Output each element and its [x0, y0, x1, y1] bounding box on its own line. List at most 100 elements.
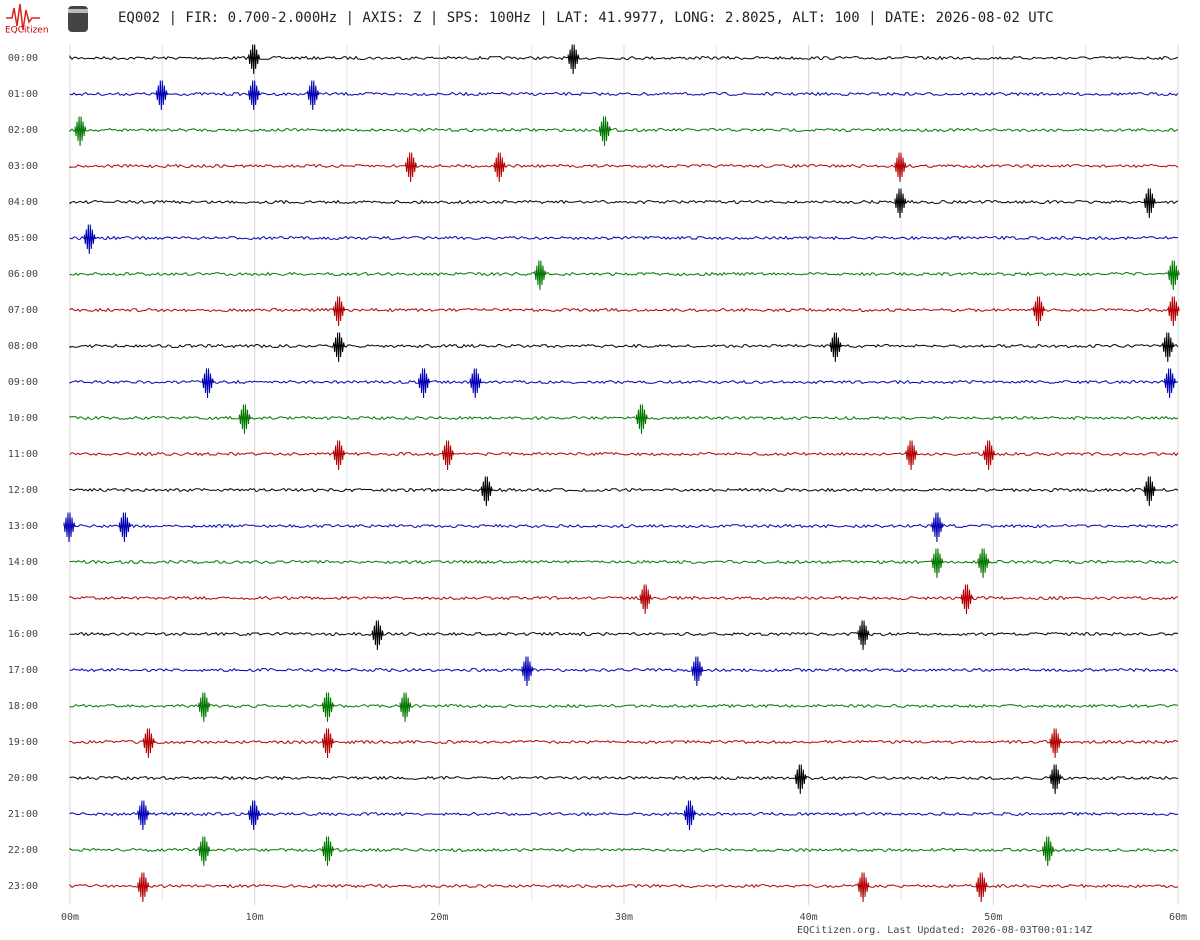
- event-spike: [322, 836, 335, 867]
- event-spike: [118, 512, 131, 543]
- sensor-icon-band: [68, 9, 88, 13]
- row-label: 01:00: [8, 89, 38, 100]
- row-label: 23:00: [8, 881, 38, 892]
- event-spike: [83, 224, 96, 255]
- event-spike: [333, 296, 346, 327]
- trace: [69, 415, 1179, 421]
- logo-wave: [6, 3, 40, 31]
- row-label: 15:00: [8, 593, 38, 604]
- event-spike: [639, 584, 652, 615]
- logo-text: EQCitizen: [5, 26, 49, 36]
- trace: [69, 775, 1179, 781]
- event-spike: [442, 440, 455, 471]
- event-spike: [248, 44, 261, 75]
- trace: [69, 271, 1179, 277]
- event-spike: [405, 152, 418, 183]
- event-spike: [1164, 368, 1177, 399]
- event-spike: [983, 440, 996, 471]
- row-label: 13:00: [8, 521, 38, 532]
- event-spike: [155, 80, 168, 111]
- row-label: 11:00: [8, 449, 38, 460]
- event-spike: [977, 548, 990, 579]
- event-spike: [1143, 476, 1156, 507]
- trace: [69, 847, 1179, 853]
- event-spike: [63, 512, 76, 543]
- event-spike: [683, 800, 696, 831]
- event-spike: [1167, 296, 1180, 327]
- row-label: 22:00: [8, 845, 38, 856]
- event-spike: [931, 512, 944, 543]
- row-label: 17:00: [8, 665, 38, 676]
- event-spike: [1162, 332, 1175, 363]
- x-tick-label: 50m: [984, 912, 1002, 923]
- row-label: 06:00: [8, 269, 38, 280]
- trace: [69, 307, 1179, 313]
- row-label: 00:00: [8, 53, 38, 64]
- event-spike: [905, 440, 918, 471]
- event-spike: [238, 404, 251, 435]
- row-label: 09:00: [8, 377, 38, 388]
- event-spike: [418, 368, 431, 399]
- row-label: 07:00: [8, 305, 38, 316]
- event-spike: [333, 440, 346, 471]
- event-spike: [894, 152, 907, 183]
- event-spike: [960, 584, 973, 615]
- trace: [69, 739, 1179, 745]
- event-spike: [322, 728, 335, 759]
- row-label: 04:00: [8, 197, 38, 208]
- trace: [69, 163, 1179, 169]
- trace: [69, 235, 1179, 241]
- row-label: 02:00: [8, 125, 38, 136]
- header-title: EQ002 | FIR: 0.700-2.000Hz | AXIS: Z | S…: [118, 10, 1054, 26]
- trace: [69, 523, 1179, 529]
- x-tick-label: 30m: [615, 912, 633, 923]
- event-spike: [198, 692, 211, 723]
- event-spike: [322, 692, 335, 723]
- row-label: 05:00: [8, 233, 38, 244]
- row-label: 03:00: [8, 161, 38, 172]
- event-spike: [534, 260, 547, 291]
- trace: [69, 343, 1179, 349]
- event-spike: [198, 836, 211, 867]
- row-label: 19:00: [8, 737, 38, 748]
- event-spike: [599, 116, 612, 147]
- x-tick-label: 40m: [800, 912, 818, 923]
- event-spike: [371, 620, 384, 651]
- event-spike: [307, 80, 320, 111]
- row-label: 12:00: [8, 485, 38, 496]
- x-tick-label: 60m: [1169, 912, 1187, 923]
- event-spike: [248, 80, 261, 111]
- event-spike: [74, 116, 87, 147]
- row-label: 14:00: [8, 557, 38, 568]
- event-spike: [567, 44, 580, 75]
- row-label: 16:00: [8, 629, 38, 640]
- event-spike: [1033, 296, 1045, 327]
- trace: [69, 379, 1179, 385]
- event-spike: [1049, 728, 1062, 759]
- event-spike: [975, 872, 988, 903]
- logo: EQCitizen: [5, 3, 88, 36]
- event-spike: [333, 332, 346, 363]
- trace: [69, 667, 1178, 673]
- event-spike: [829, 332, 842, 363]
- event-spike: [480, 476, 493, 507]
- row-label: 10:00: [8, 413, 38, 424]
- event-spike: [521, 656, 534, 687]
- event-spike: [202, 368, 214, 399]
- event-spike: [1049, 764, 1062, 795]
- event-spike: [1042, 836, 1055, 867]
- event-spike: [137, 872, 150, 903]
- trace: [69, 883, 1179, 889]
- trace: [69, 127, 1179, 133]
- trace: [69, 595, 1179, 601]
- event-spike: [794, 764, 807, 795]
- trace: [69, 559, 1179, 565]
- trace: [69, 703, 1179, 709]
- event-spike: [857, 872, 870, 903]
- row-label: 21:00: [8, 809, 38, 820]
- x-tick-label: 00m: [61, 912, 79, 923]
- event-spike: [1143, 188, 1156, 219]
- row-label: 18:00: [8, 701, 38, 712]
